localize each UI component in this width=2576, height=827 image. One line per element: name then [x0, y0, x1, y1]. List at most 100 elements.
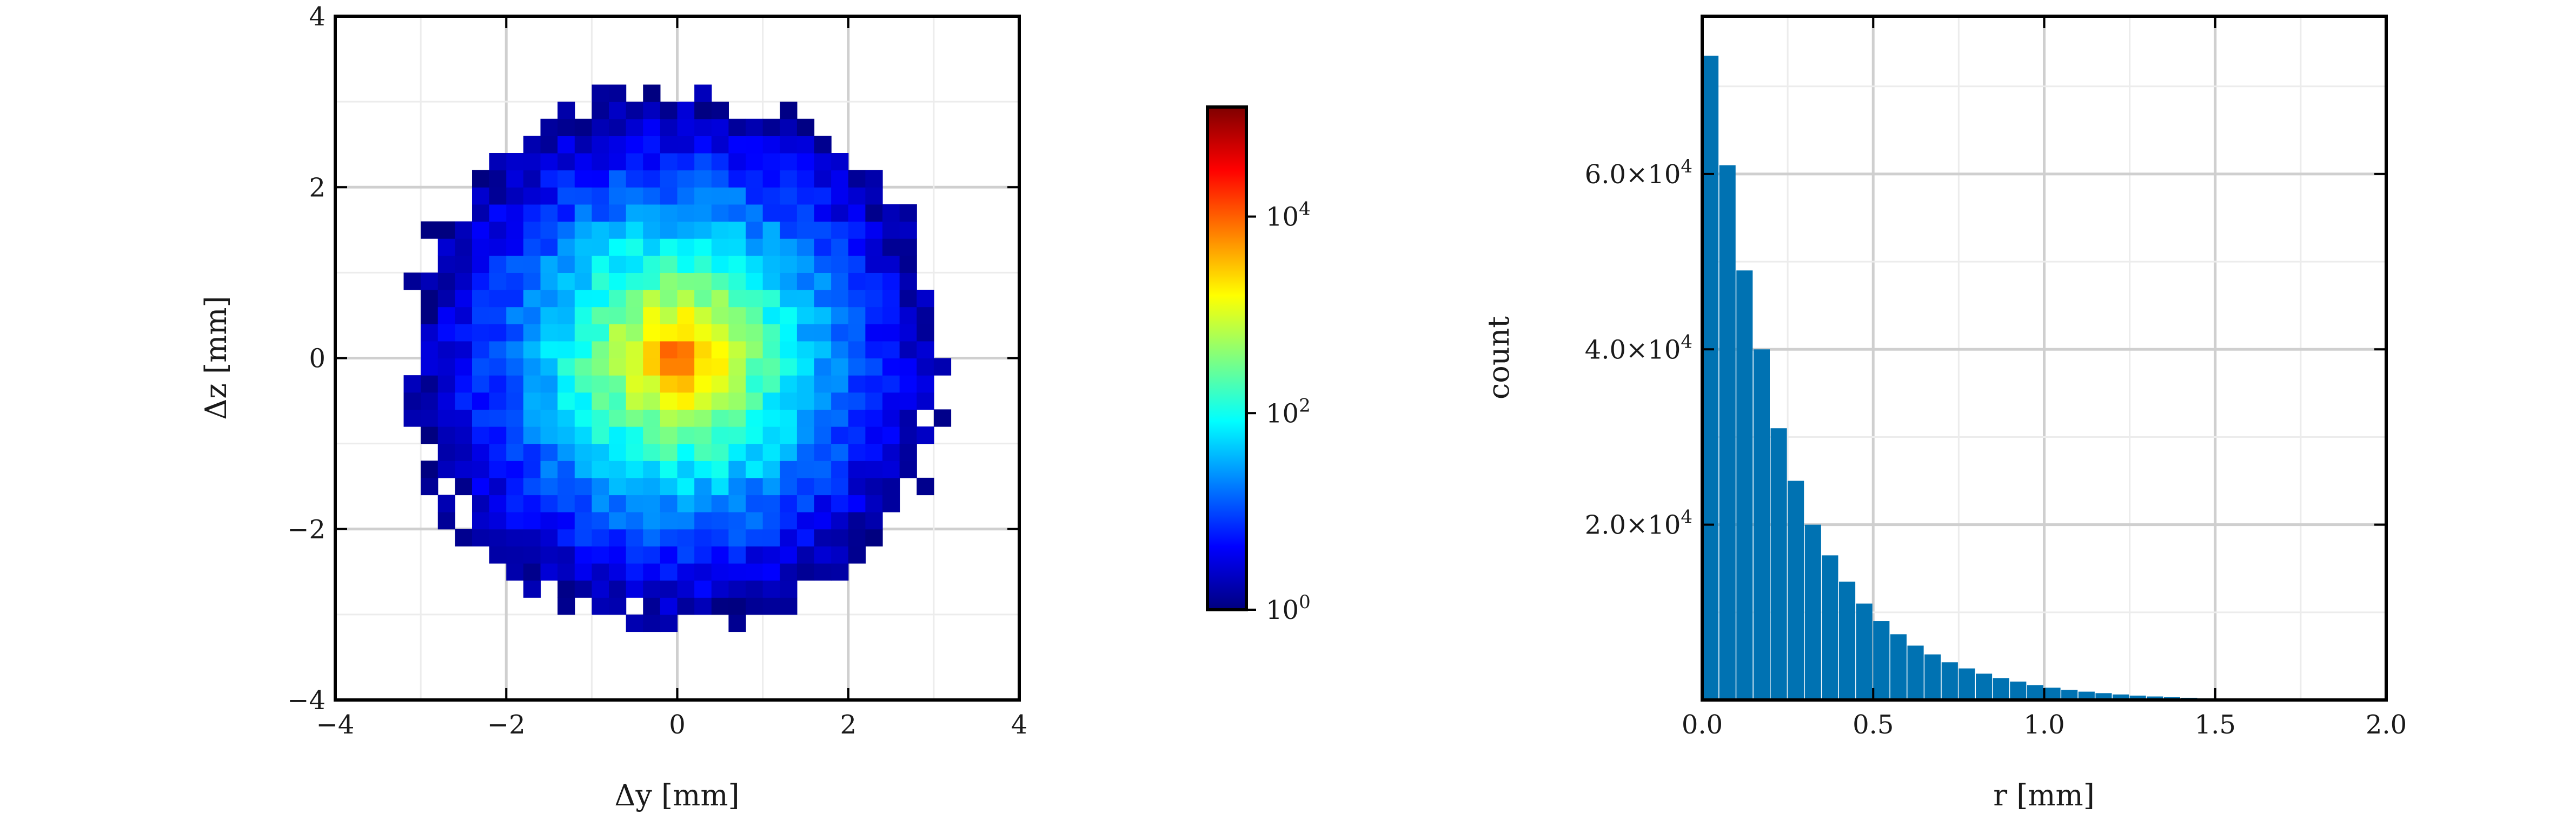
heatmap-cell — [831, 375, 849, 393]
heatmap-cell — [643, 546, 661, 564]
histogram-bar — [1976, 673, 1993, 700]
heatmap-cell — [660, 306, 678, 324]
heatmap-cell — [694, 529, 712, 546]
heatmap-cell — [540, 204, 558, 222]
heatmap-cell — [557, 477, 575, 496]
heatmap-cell — [899, 290, 917, 308]
histogram-bar — [1788, 481, 1804, 700]
heatmap-cell — [780, 102, 798, 119]
heatmap-cell — [609, 461, 627, 478]
heatmap-cell — [831, 358, 849, 376]
heatmap-cell — [592, 443, 609, 461]
heatmap-cell — [557, 255, 575, 273]
heatmap-cell — [455, 375, 473, 393]
heatmap-cell — [882, 461, 900, 478]
heatmap-cell — [472, 170, 490, 188]
heatmap-cell — [677, 392, 695, 410]
heatmap-cell — [711, 597, 729, 615]
heatmap-cell — [728, 118, 746, 136]
heatmap-cell — [592, 426, 609, 444]
heatmap-cell — [540, 136, 558, 154]
heatmap-cell — [643, 306, 661, 324]
heatmap-cell — [814, 324, 832, 342]
heatmap-cell — [660, 187, 678, 205]
heatmap-cell — [403, 392, 421, 410]
heatmap-cell — [848, 495, 866, 512]
heatmap-cell — [574, 204, 592, 222]
heatmap-cell — [574, 187, 592, 205]
heatmap-cell — [523, 324, 541, 342]
heatmap-cell — [455, 306, 473, 324]
heatmap-cell — [831, 546, 849, 564]
heatmap-cell — [643, 597, 661, 615]
heatmap-cell — [609, 102, 627, 119]
heatmap-cell — [762, 461, 780, 478]
histogram-bar — [2027, 685, 2043, 700]
heatmap-cell — [643, 221, 661, 239]
heatmap-cell — [796, 546, 815, 564]
heatmap-cell — [506, 358, 524, 376]
heatmap-cell — [762, 221, 780, 239]
heatmap-cell — [746, 375, 763, 393]
heatmap-cell — [762, 341, 780, 359]
heatmap-cell — [746, 529, 763, 546]
colorbar-tick-label: 102 — [1266, 395, 1311, 429]
heatmap-cell — [574, 153, 592, 171]
heatmap-cell — [437, 392, 455, 410]
heatmap-cell — [643, 238, 661, 256]
heatmap-cell — [626, 512, 643, 530]
heatmap-cell — [746, 563, 763, 581]
heatmap-y-tick-label: 0 — [309, 344, 326, 374]
heatmap-cell — [831, 529, 849, 546]
heatmap-y-tick-labels: −4 −2 0 2 4 — [287, 2, 326, 716]
heatmap-cell — [592, 512, 609, 530]
heatmap-cell — [728, 546, 746, 564]
heatmap-cell — [626, 614, 643, 632]
heatmap-cell — [540, 443, 558, 461]
heatmap-cell — [728, 306, 746, 324]
heatmap-cell — [677, 580, 695, 598]
heatmap-cell — [574, 477, 592, 496]
heatmap-cell — [882, 392, 900, 410]
heatmap-cell — [523, 204, 541, 222]
heatmap-cell — [523, 221, 541, 239]
heatmap-cell — [899, 221, 917, 239]
histogram-y-tick-label: 6.0×104 — [1585, 156, 1692, 190]
heatmap-cell — [592, 409, 609, 427]
heatmap-cell — [814, 238, 832, 256]
heatmap-cell — [574, 461, 592, 478]
heatmap-cell — [574, 426, 592, 444]
heatmap-cell — [643, 477, 661, 496]
heatmap-cell — [540, 153, 558, 171]
heatmap-cell — [746, 290, 763, 308]
heatmap-cell — [677, 443, 695, 461]
heatmap-cell — [865, 477, 883, 496]
heatmap-cell — [660, 614, 678, 632]
heatmap-cell — [643, 614, 661, 632]
heatmap-cell — [574, 324, 592, 342]
heatmap-cell — [694, 272, 712, 290]
heatmap-cell — [831, 477, 849, 496]
heatmap-cell — [660, 392, 678, 410]
heatmap-cell — [728, 136, 746, 154]
heatmap-cell — [694, 375, 712, 393]
heatmap-cell — [489, 272, 507, 290]
heatmap-cell — [523, 187, 541, 205]
heatmap-cell — [609, 221, 627, 239]
histogram-bar — [2010, 681, 2027, 700]
heatmap-cell — [609, 341, 627, 359]
heatmap-cell — [694, 597, 712, 615]
heatmap-cell — [728, 255, 746, 273]
heatmap-cell — [437, 290, 455, 308]
heatmap-cell — [694, 204, 712, 222]
heatmap-cell — [677, 238, 695, 256]
heatmap-cell — [762, 238, 780, 256]
heatmap-cell — [557, 597, 575, 615]
heatmap-cell — [523, 358, 541, 376]
heatmap-cell — [711, 546, 729, 564]
heatmap-cell — [609, 477, 627, 496]
heatmap-cell — [796, 443, 815, 461]
heatmap-cell — [728, 563, 746, 581]
heatmap-cell — [711, 255, 729, 273]
heatmap-cell — [780, 597, 798, 615]
